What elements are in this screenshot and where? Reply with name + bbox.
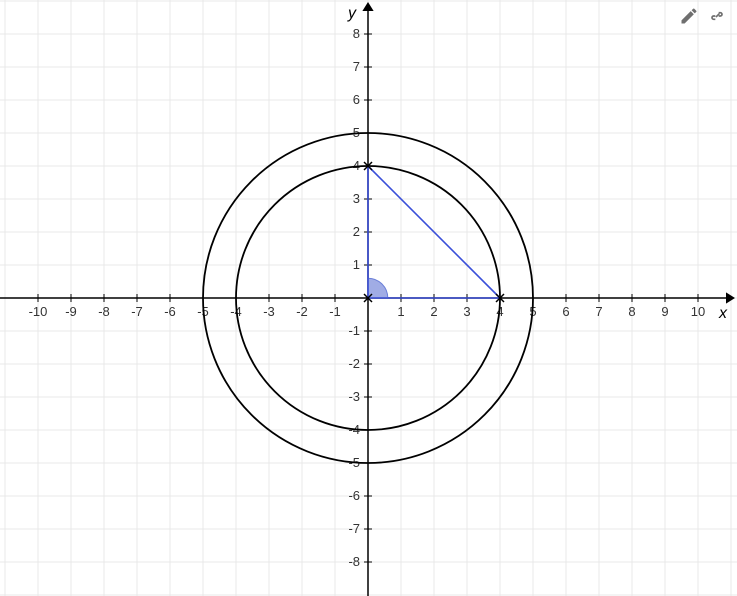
x-tick-label: 8 bbox=[628, 304, 635, 319]
y-tick-label: 8 bbox=[353, 26, 360, 41]
x-tick-label: -6 bbox=[164, 304, 176, 319]
x-tick-label: -7 bbox=[131, 304, 143, 319]
y-tick-label: 6 bbox=[353, 92, 360, 107]
x-tick-label: 9 bbox=[661, 304, 668, 319]
toolbar bbox=[679, 6, 727, 26]
x-tick-label: -8 bbox=[98, 304, 110, 319]
y-tick-label: -6 bbox=[348, 488, 360, 503]
y-axis-label: y bbox=[347, 5, 357, 22]
y-tick-label: 7 bbox=[353, 59, 360, 74]
y-tick-label: -1 bbox=[348, 323, 360, 338]
pencil-icon[interactable] bbox=[679, 6, 699, 26]
y-tick-label: -3 bbox=[348, 389, 360, 404]
x-tick-label: 7 bbox=[595, 304, 602, 319]
link-icon[interactable] bbox=[707, 6, 727, 26]
x-tick-label: -3 bbox=[263, 304, 275, 319]
x-tick-label: 2 bbox=[430, 304, 437, 319]
x-tick-label: 3 bbox=[463, 304, 470, 319]
y-tick-label: 2 bbox=[353, 224, 360, 239]
y-tick-label: -7 bbox=[348, 521, 360, 536]
y-tick-label: -8 bbox=[348, 554, 360, 569]
x-axis-label: x bbox=[718, 305, 728, 322]
coordinate-plane: xy-10-9-8-7-6-5-4-3-2-112345678910-8-7-6… bbox=[0, 0, 737, 596]
x-tick-label: 1 bbox=[397, 304, 404, 319]
x-tick-label: -9 bbox=[65, 304, 77, 319]
y-tick-label: 3 bbox=[353, 191, 360, 206]
x-tick-label: -2 bbox=[296, 304, 308, 319]
x-tick-label: -1 bbox=[329, 304, 341, 319]
y-tick-label: 1 bbox=[353, 257, 360, 272]
x-tick-label: 10 bbox=[691, 304, 705, 319]
x-tick-label: -10 bbox=[29, 304, 48, 319]
y-tick-label: -2 bbox=[348, 356, 360, 371]
x-tick-label: 6 bbox=[562, 304, 569, 319]
